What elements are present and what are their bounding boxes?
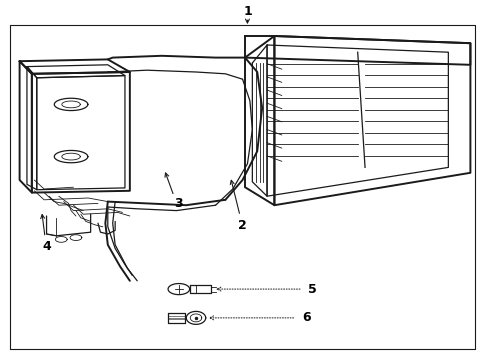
Text: 2: 2 [238,219,247,231]
Text: 6: 6 [302,311,311,324]
Text: 4: 4 [42,240,51,253]
Text: 3: 3 [174,197,183,210]
Text: 5: 5 [308,283,317,296]
Text: 1: 1 [243,5,252,18]
